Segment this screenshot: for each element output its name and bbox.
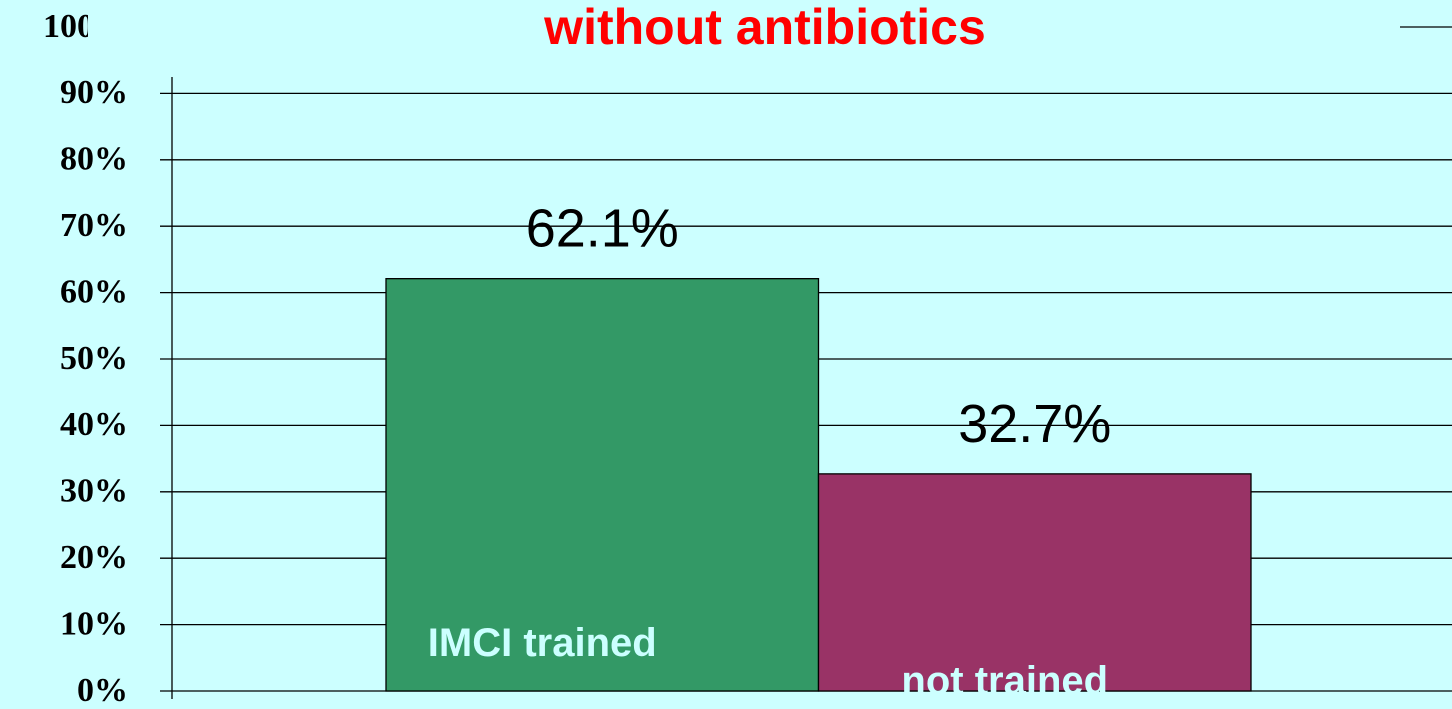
title-box	[88, 0, 1400, 58]
y-axis: 0%10%20%30%40%50%60%70%80%90%100%	[43, 8, 1452, 709]
category-label: IMCI trained	[428, 621, 657, 665]
y-tick-label: 80%	[60, 141, 128, 178]
y-tick-label: 90%	[60, 74, 128, 111]
y-tick-label: 0%	[77, 672, 128, 709]
y-tick-label: 20%	[60, 539, 128, 576]
bar	[385, 278, 820, 692]
bar	[817, 473, 1252, 692]
category-label: not trained	[901, 659, 1108, 703]
y-tick-label: 50%	[60, 340, 128, 377]
y-tick-label: 30%	[60, 473, 128, 510]
y-tick-label: 70%	[60, 207, 128, 244]
value-label: 62.1%	[526, 199, 679, 259]
y-tick-label: 60%	[60, 273, 128, 310]
value-label: 32.7%	[958, 394, 1111, 454]
y-tick-label: 40%	[60, 406, 128, 443]
y-tick-label: 10%	[60, 605, 128, 642]
chart-title: without antibiotics	[543, 0, 986, 55]
